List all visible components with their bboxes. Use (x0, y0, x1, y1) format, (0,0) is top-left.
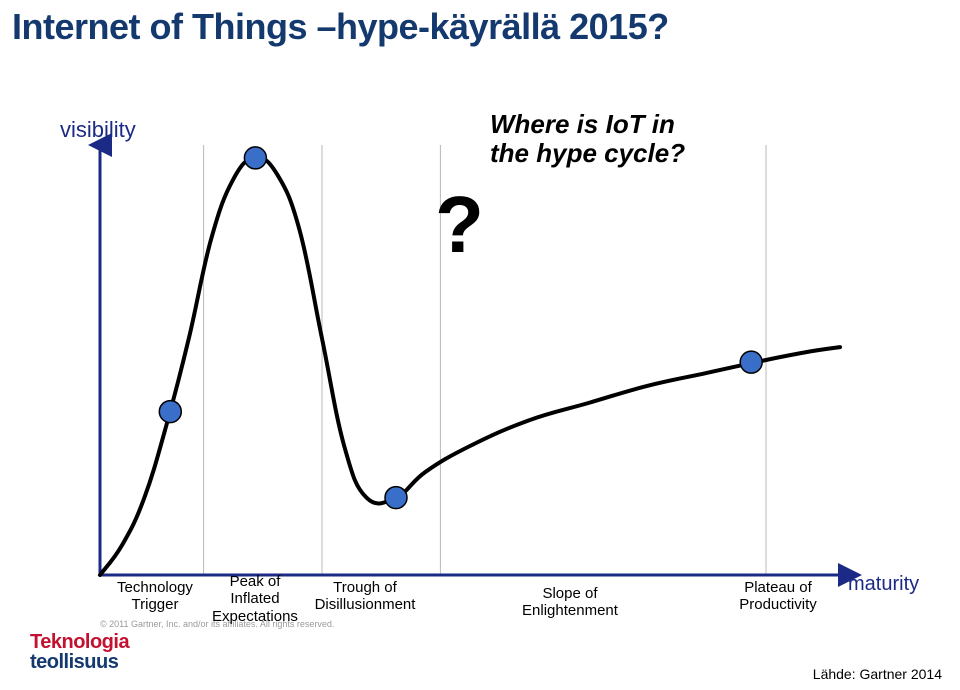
annotation-line2: the hype cycle? (490, 138, 685, 168)
annotation-question: Where is IoT in the hype cycle? (490, 110, 685, 167)
logo-line2: teollisuus (30, 652, 129, 672)
y-axis-label: visibility (60, 117, 136, 143)
phase-label: Slope of Enlightenment (500, 585, 640, 620)
logo-line1: Teknologia (30, 632, 129, 652)
x-axis-label: maturity (848, 573, 919, 596)
slide-title: Internet of Things –hype-käyrällä 2015? (12, 6, 669, 48)
phase-label: Trough ofDisillusionment (295, 579, 435, 614)
annotation-line1: Where is IoT in (490, 109, 675, 139)
source-label: Lähde: Gartner 2014 (813, 666, 942, 682)
hype-cycle-chart: visibility Where is IoT in the hype cycl… (60, 125, 900, 615)
question-mark: ? (435, 185, 484, 265)
phase-label: Plateau ofProductivity (708, 579, 848, 614)
teknologiateollisuus-logo: Teknologia teollisuus (30, 632, 129, 672)
